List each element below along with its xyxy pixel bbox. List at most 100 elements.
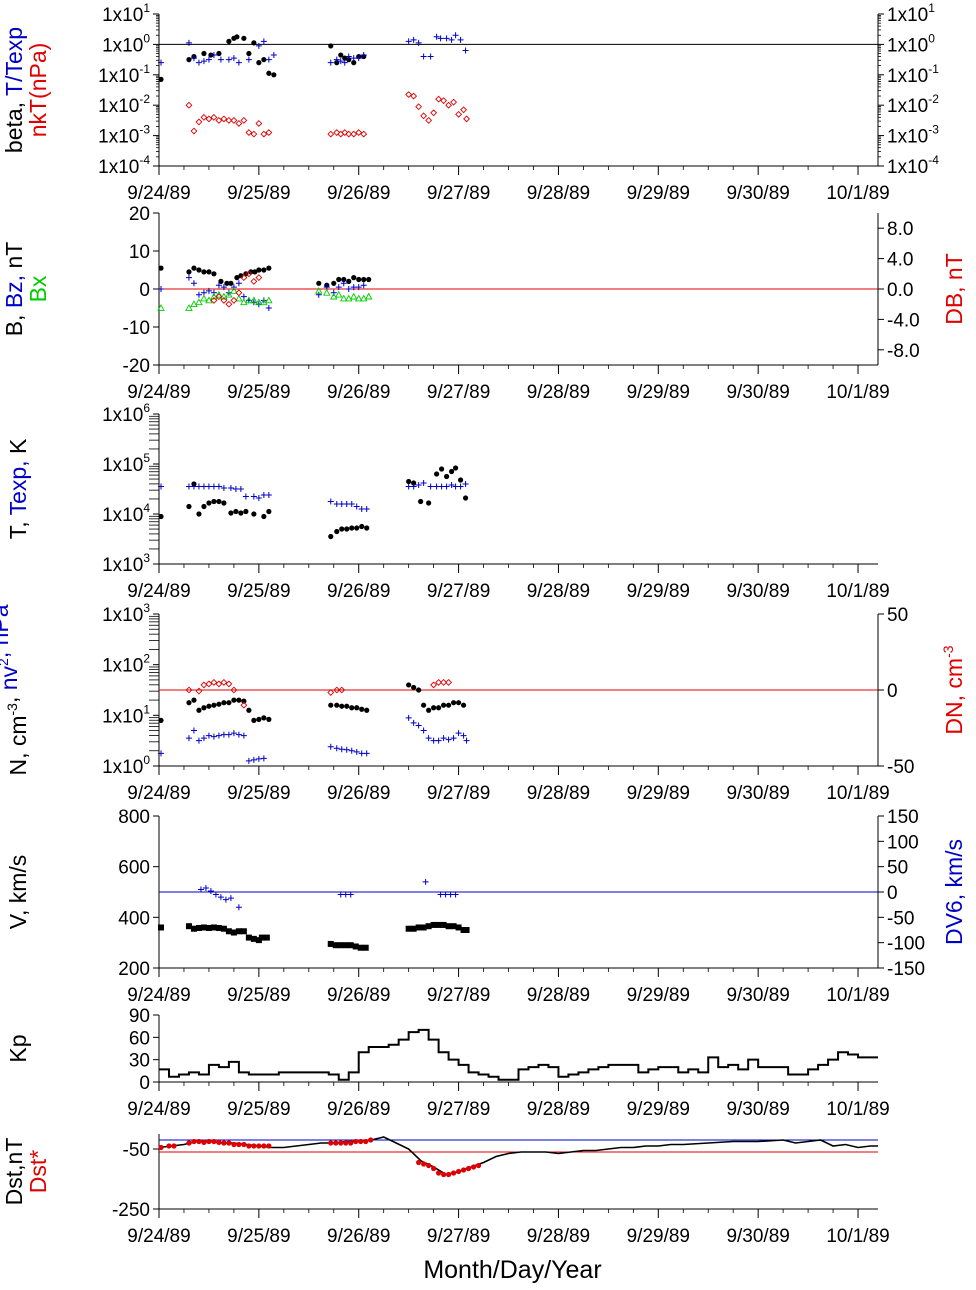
data-point: [255, 42, 262, 49]
data-point: [452, 465, 459, 471]
data-point: [252, 269, 258, 275]
x-tick-label: 9/28/89: [527, 985, 590, 1006]
data-point: [327, 940, 334, 947]
data-point: [245, 934, 252, 941]
x-tick-label: 9/28/89: [527, 783, 590, 804]
data-point: [358, 1138, 364, 1145]
x-tick-label: 9/29/89: [627, 581, 690, 602]
y-tick-label: 1x100: [102, 753, 150, 778]
data-point: [360, 130, 368, 138]
data-point: [231, 697, 237, 703]
x-tick-label: 9/28/89: [527, 1099, 590, 1120]
data-point: [222, 896, 229, 903]
right-y-tick-label: -150: [887, 959, 925, 980]
data-point: [190, 127, 198, 135]
data-point: [256, 267, 262, 273]
data-point: [261, 715, 267, 721]
y-tick-label: 60: [129, 1028, 150, 1049]
data-point: [250, 935, 257, 942]
right-axis-label: DN, cm-3: [940, 645, 967, 734]
right-y-tick-label: 150: [887, 807, 919, 828]
x-tick-label: 9/25/89: [227, 183, 290, 204]
data-point: [255, 120, 263, 127]
data-point: [445, 678, 453, 686]
data-point: [357, 944, 364, 951]
data-point: [415, 722, 422, 729]
data-point: [410, 92, 418, 100]
data-point: [266, 508, 272, 515]
data-point: [185, 923, 192, 930]
right-y-tick-label: 8.0: [887, 219, 913, 240]
data-point: [405, 38, 412, 45]
data-point: [251, 717, 257, 724]
data-point: [353, 1138, 359, 1145]
data-point: [251, 1143, 257, 1149]
data-point: [158, 265, 164, 271]
data-point: [341, 129, 349, 136]
data-point: [245, 129, 253, 136]
data-point: [195, 298, 203, 306]
panel-velocity: 800 600 400 200 150 100 50 0 -50 -100 -150 DV6, km/…: [5, 807, 967, 1006]
data-point: [364, 292, 373, 300]
x-tick-label: 9/29/89: [627, 382, 690, 403]
x-tick-label: 9/30/89: [726, 183, 789, 204]
data-point: [221, 700, 227, 706]
x-tick-label: 10/1/89: [826, 183, 889, 204]
data-point: [258, 934, 265, 941]
data-point: [211, 271, 217, 277]
data-point: [366, 276, 372, 283]
x-tick-label: 9/29/89: [627, 783, 690, 804]
data-point: [341, 59, 348, 66]
right-y-tick-label: 0: [887, 681, 898, 702]
data-point: [359, 706, 365, 712]
data-point: [338, 686, 346, 694]
data-point: [225, 290, 233, 298]
data-point: [230, 55, 237, 62]
data-point: [443, 35, 450, 42]
x-tick-label: 9/24/89: [127, 1099, 190, 1120]
x-tick-label: 9/27/89: [427, 382, 490, 403]
x-tick-label: 9/30/89: [726, 581, 789, 602]
data-point: [422, 878, 429, 885]
data-point: [201, 503, 207, 510]
data-point: [364, 707, 370, 713]
data-point: [335, 284, 342, 291]
data-point: [342, 942, 349, 949]
data-point: [463, 927, 470, 933]
x-tick-label: 9/29/89: [627, 1099, 690, 1120]
data-point: [240, 274, 248, 282]
right-axis-label: DV6, km/s: [941, 839, 967, 945]
data-point: [349, 292, 358, 300]
data-point: [416, 687, 422, 693]
data-point: [435, 678, 443, 686]
data-point: [255, 274, 263, 282]
series-line: [158, 1136, 878, 1176]
y-tick-label: 800: [118, 807, 150, 828]
right-y-tick-label: 0.0: [887, 280, 913, 301]
x-tick-label: 9/27/89: [427, 783, 490, 804]
data-point: [344, 703, 350, 709]
y-tick-label: 1x10-1: [98, 62, 150, 87]
x-tick-label: 9/30/89: [726, 1099, 789, 1120]
kp-step-line: [159, 1028, 878, 1081]
data-point: [337, 942, 344, 949]
right-y-tick-label: -100: [887, 934, 925, 955]
y-axis-label: Kp: [5, 1034, 31, 1062]
data-point: [201, 269, 207, 275]
data-point: [255, 298, 263, 306]
data-point: [206, 269, 212, 275]
data-point: [250, 493, 257, 500]
series-1: [157, 32, 469, 66]
data-point: [327, 130, 335, 138]
panel-density: 1x103 1x102 1x101 1x100 50 0 -50 DN, cm-3 N, cm-…: [0, 601, 967, 804]
data-point: [235, 904, 242, 911]
x-tick-label: 9/25/89: [227, 382, 290, 403]
data-point: [210, 113, 218, 121]
data-point: [240, 928, 247, 935]
data-point: [455, 110, 463, 118]
data-point: [215, 116, 223, 124]
y-axis-label: N, cm-3, nv2, nPa: [0, 604, 31, 775]
data-point: [261, 267, 267, 273]
x-tick-label: 9/28/89: [527, 581, 590, 602]
data-point: [411, 684, 417, 691]
